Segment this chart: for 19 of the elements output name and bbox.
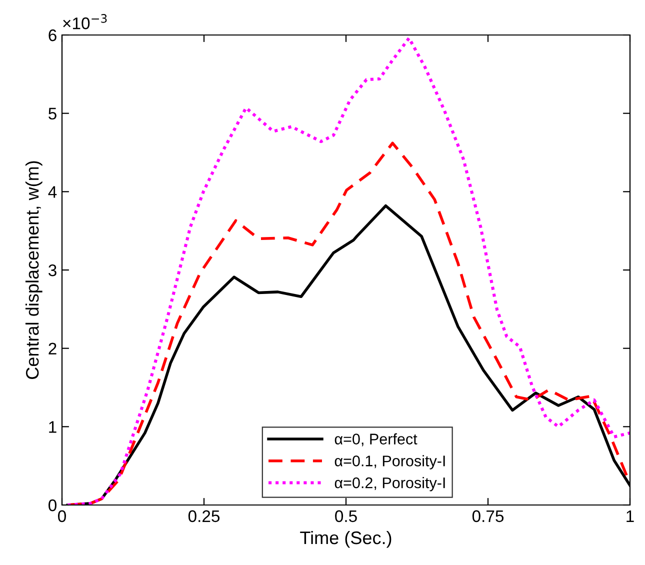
x-tick-label: 1 [626,510,634,522]
y-tick-label: 4 [48,186,57,198]
y-tick-label: 6 [48,29,56,42]
y-tick-label: 2 [48,342,56,354]
legend-label: α=0, Perfect [334,433,418,446]
legend-label: α=0.1, Porosity-I [334,455,445,470]
line-series [66,36,630,505]
y-tick-label: 3 [48,264,56,276]
y-tick-label: 5 [48,108,56,120]
x-axis-title: Time (Sec.) [300,530,392,548]
legend-label: α=0.2, Porosity-I [334,477,445,492]
y-tick-label: 0 [48,499,56,512]
x-tick-label: 0.75 [472,510,504,522]
y-axis-title: Central displacement, w(m) [25,161,42,379]
text: ×10$^{−3}$ [63,14,107,30]
x-tick-label: 0 [58,510,66,522]
x-tick-label: 0.5 [335,510,357,522]
x-tick-label: 0.25 [188,510,220,522]
y-tick-label: 1 [49,421,56,433]
